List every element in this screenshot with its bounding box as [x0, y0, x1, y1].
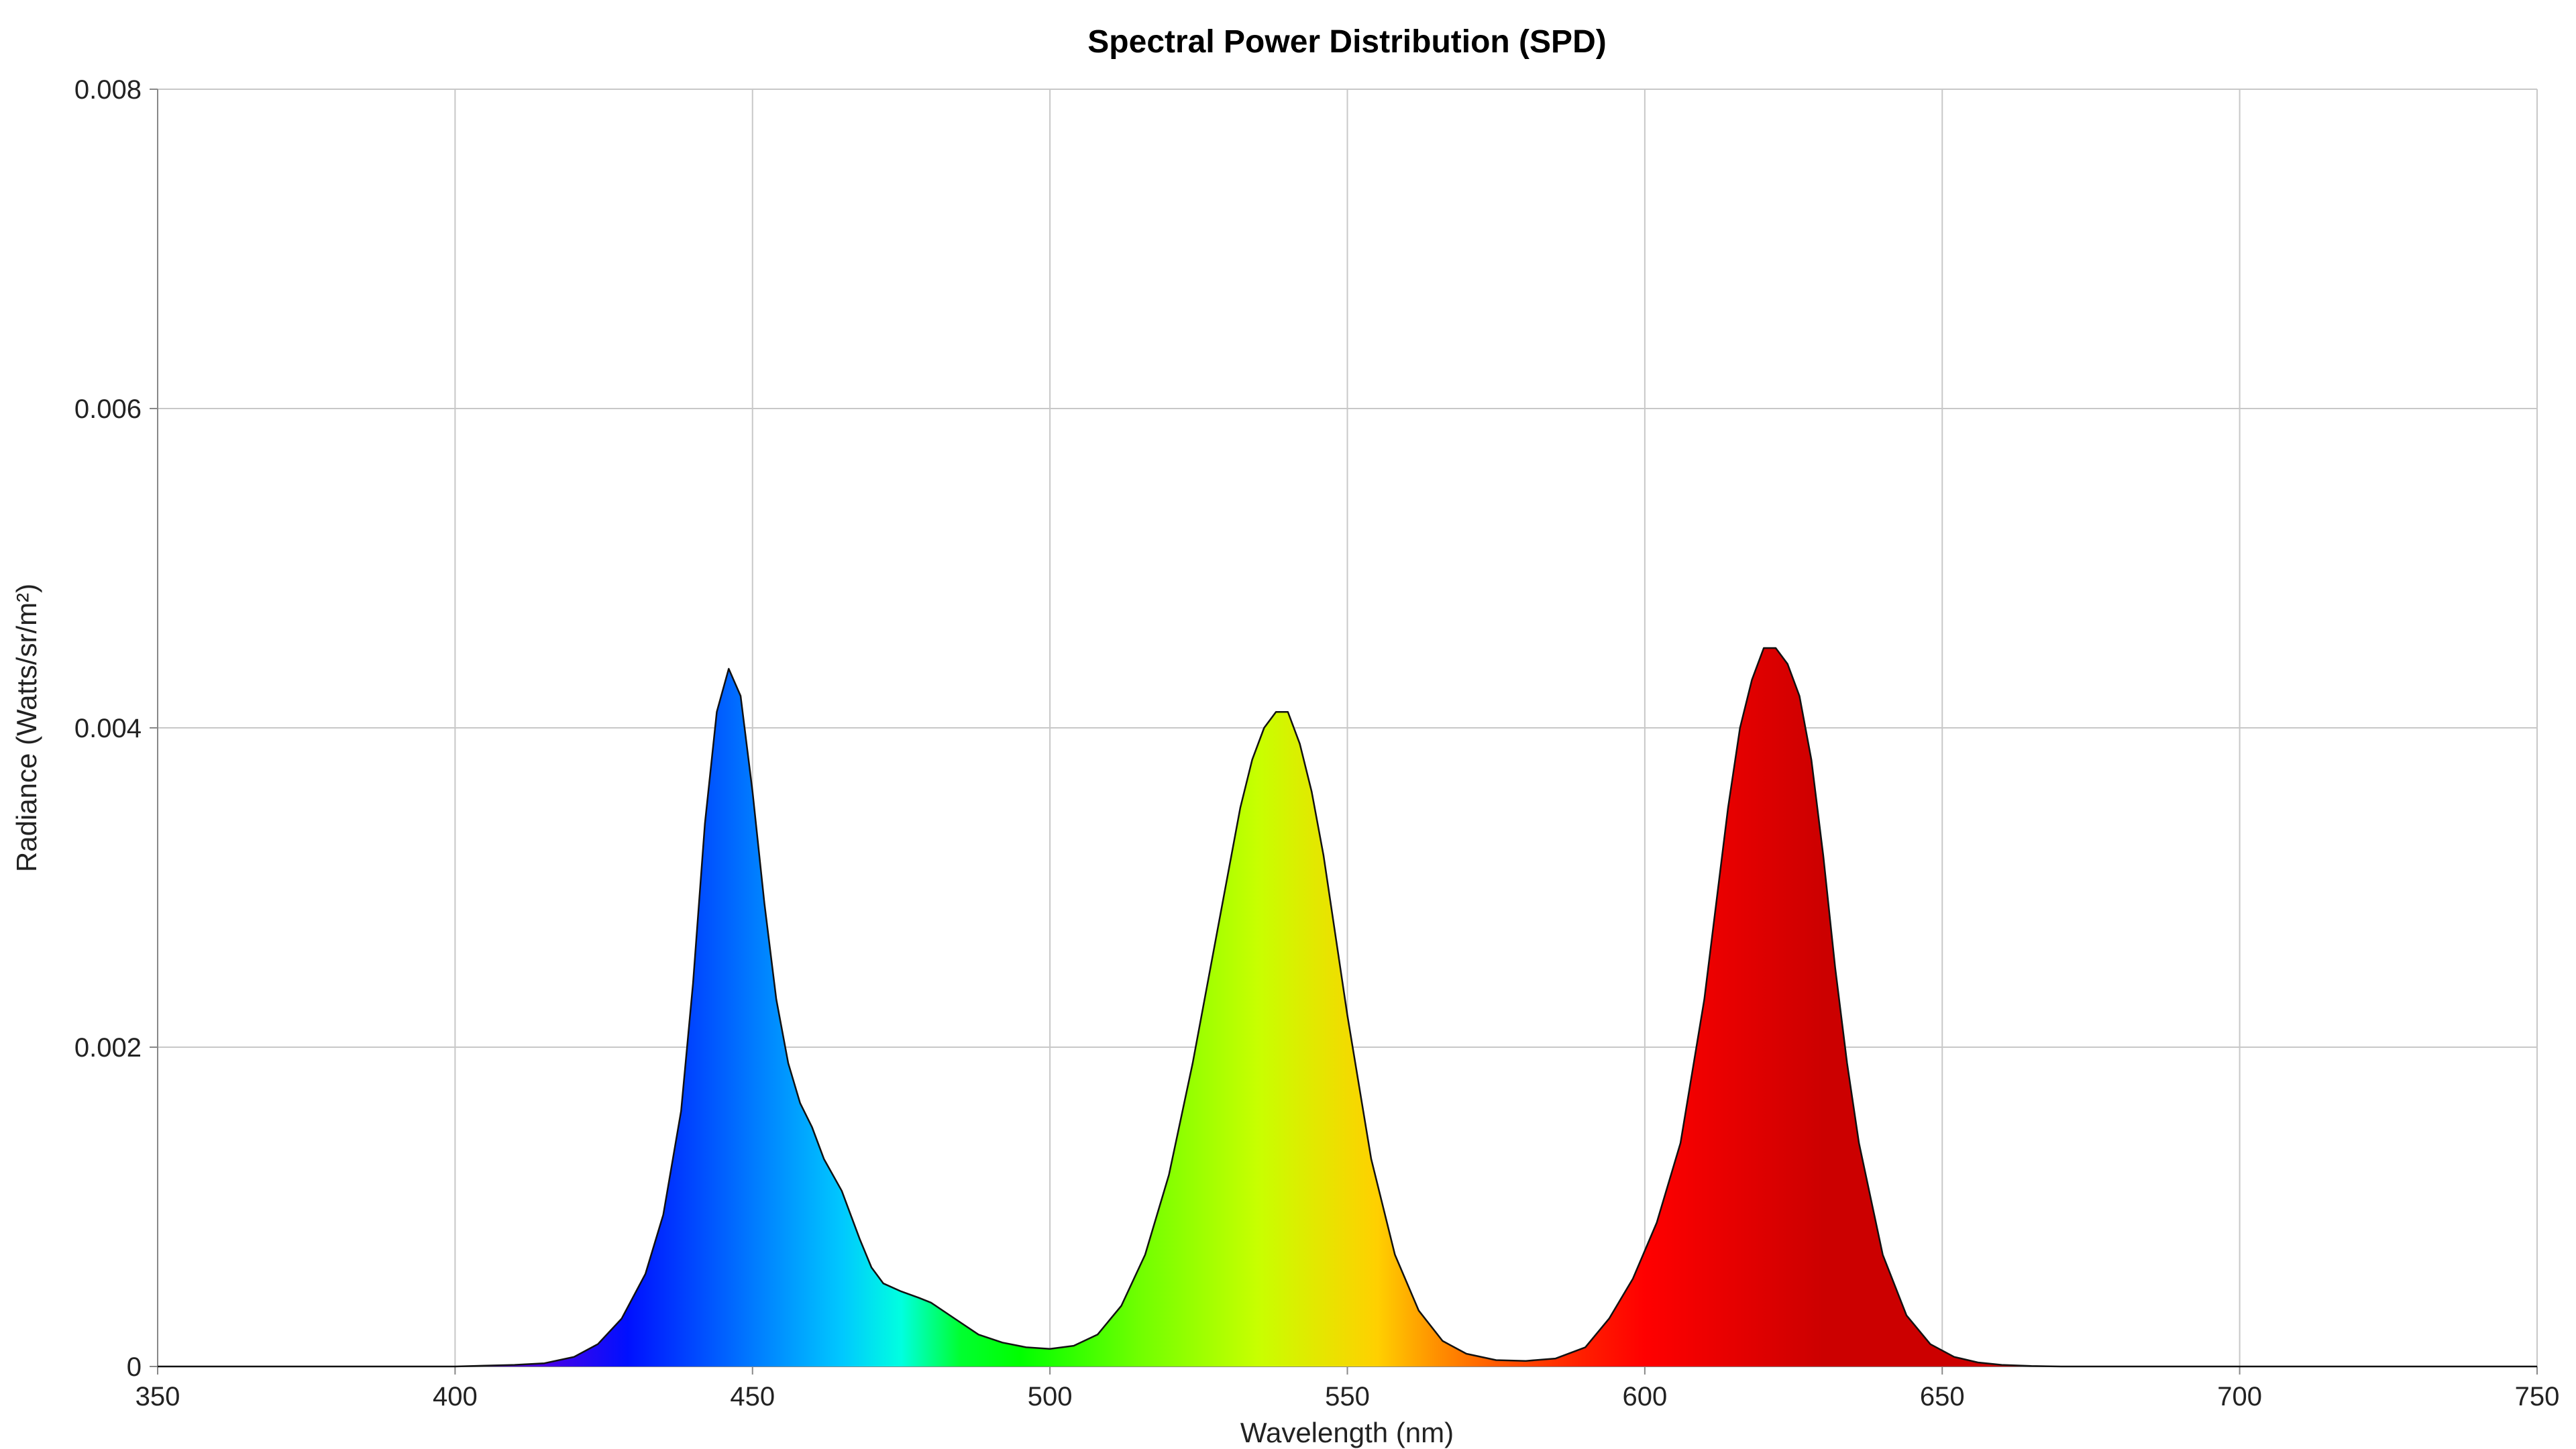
x-tick-label: 450 — [730, 1382, 775, 1411]
y-tick-label: 0.006 — [74, 394, 142, 424]
x-tick-label: 700 — [2217, 1382, 2262, 1411]
x-axis-label: Wavelength (nm) — [1240, 1417, 1454, 1448]
y-tick-label: 0.008 — [74, 75, 142, 105]
spd-series — [158, 647, 2537, 1368]
y-tick-label: 0.002 — [74, 1033, 142, 1063]
x-tick-label: 550 — [1325, 1382, 1370, 1411]
spd-curve-line — [158, 647, 2537, 1368]
spd-area-fill — [158, 648, 2537, 1366]
y-tick-label: 0.004 — [74, 714, 142, 743]
chart-title: Spectral Power Distribution (SPD) — [1087, 24, 1606, 60]
x-tick-label: 400 — [433, 1382, 478, 1411]
x-tick-label: 650 — [1920, 1382, 1965, 1411]
y-axis-label: Radiance (Watts/sr/m²) — [11, 584, 42, 872]
x-tick-label: 750 — [2515, 1382, 2560, 1411]
y-tick-label: 0 — [127, 1352, 142, 1382]
x-tick-label: 600 — [1623, 1382, 1668, 1411]
x-tick-label: 500 — [1028, 1382, 1073, 1411]
x-tick-label: 350 — [136, 1382, 180, 1411]
tick-labels: 350 400 450 500 550 600 650 700 750 0 0.002 0.004 0.… — [74, 75, 2559, 1411]
